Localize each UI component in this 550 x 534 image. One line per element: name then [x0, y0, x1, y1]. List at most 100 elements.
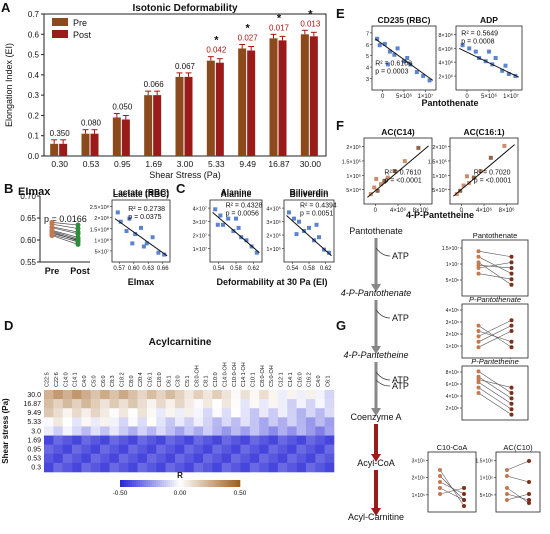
- pathway-step: Acyl-CoA: [357, 458, 395, 468]
- mini-y-tick-label: 2×10⁵: [446, 332, 459, 338]
- heatmap-cell: [165, 453, 176, 464]
- heatmap-cell: [128, 417, 138, 427]
- y-tick-label: 1.5×10⁵: [342, 158, 361, 165]
- scatter-point: [141, 244, 146, 249]
- heatmap-cell: [277, 435, 288, 445]
- heatmap-cell: [249, 444, 260, 455]
- mini-paired-line: [478, 381, 512, 405]
- bar-pre: [238, 48, 247, 156]
- scatter-point: [503, 63, 508, 68]
- scatter-title: AC(C14): [381, 127, 415, 137]
- heatmap-col-label: C16:2: [307, 372, 313, 387]
- heatmap-cell: [90, 399, 101, 409]
- heatmap-cell: [44, 453, 54, 464]
- heatmap-cell: [249, 462, 260, 473]
- atp-branch: [375, 247, 391, 257]
- heatmap-cell: [81, 444, 92, 455]
- significance-star: *: [214, 35, 219, 47]
- x-tick-label: 8×10⁶: [413, 207, 430, 214]
- colorbar-segment: [238, 480, 241, 487]
- heatmap-row-label: 16.87: [23, 401, 41, 408]
- y-tick-label: 1×10⁵: [432, 173, 447, 180]
- mini-post-point: [509, 345, 514, 350]
- heatmap-col-label: C6:1: [325, 375, 331, 387]
- heatmap-cell: [146, 390, 157, 400]
- heatmap-cell: [240, 462, 251, 473]
- heatmap-cell: [193, 417, 204, 427]
- heatmap-cell: [212, 435, 223, 445]
- colorbar-segment: [204, 480, 207, 487]
- heatmap-cell: [231, 444, 241, 455]
- colorbar-segment: [212, 480, 215, 487]
- scatter-point: [287, 210, 291, 215]
- heatmap-cell: [44, 399, 54, 409]
- fit-line: [114, 218, 168, 257]
- post-point: [75, 226, 81, 232]
- heatmap-cell: [324, 435, 335, 445]
- scatter-point: [118, 219, 123, 224]
- heatmap-cell: [240, 426, 251, 436]
- heatmap-cell: [212, 399, 223, 409]
- bar-post: [309, 36, 318, 156]
- heatmap-cell: [100, 417, 110, 427]
- heatmap-cell: [259, 453, 269, 464]
- x-tick-label: 0: [465, 94, 469, 100]
- heatmap-cell: [315, 435, 325, 445]
- colorbar-segment: [202, 480, 205, 487]
- scatter-point: [133, 232, 138, 237]
- bar-pre: [81, 133, 90, 156]
- mini-pre-point: [438, 474, 442, 478]
- scatter-point: [294, 232, 299, 237]
- bar-post: [184, 76, 193, 156]
- heatmap-cell: [287, 390, 297, 400]
- y-tick-label: 3×10⁵: [266, 219, 281, 226]
- mini-pre-point: [476, 323, 481, 328]
- heatmap-cell: [221, 417, 232, 427]
- mini-chart-frame: [461, 303, 529, 359]
- pathway-step: Acyl-Carnitine: [348, 512, 404, 522]
- mini-paired-line: [478, 330, 512, 348]
- scatter-title: Lactate (RBC): [113, 189, 169, 199]
- scatter-point: [465, 174, 469, 179]
- paired-p-value: p = 0.0166: [44, 214, 87, 224]
- p-value-label: 0.066: [144, 80, 165, 89]
- colorbar-segment: [218, 480, 221, 487]
- heatmap-cell: [277, 462, 288, 473]
- mini-paired-line: [478, 387, 512, 410]
- heatmap-cell: [137, 390, 148, 400]
- mini-pre-point: [505, 492, 509, 496]
- colorbar-segment: [174, 480, 177, 487]
- mini-post-point: [509, 260, 514, 265]
- mini-post-point: [509, 254, 514, 259]
- heatmap-cell: [184, 390, 194, 400]
- colorbar-segment: [188, 480, 191, 487]
- colorbar-segment: [164, 480, 167, 487]
- heatmap-cell: [259, 426, 269, 436]
- heatmap-cell: [268, 390, 279, 400]
- y-tick-label: 7: [366, 31, 369, 37]
- heatmap-cell: [324, 444, 335, 455]
- colorbar-segment: [224, 480, 227, 487]
- heatmap-cell: [203, 453, 213, 464]
- panel-a-letter: A: [1, 0, 11, 15]
- heatmap-cell: [128, 462, 138, 473]
- mini-post-point: [509, 407, 514, 412]
- post-point: [75, 222, 81, 228]
- colorbar-segment: [162, 480, 165, 487]
- fit-line: [212, 212, 260, 254]
- heatmap-cell: [109, 453, 120, 464]
- heatmap-cell: [53, 462, 64, 473]
- heatmap-cell: [231, 435, 241, 445]
- heatmap-cell: [109, 444, 120, 455]
- colorbar-segment: [146, 480, 149, 487]
- heatmap-cell: [277, 453, 288, 464]
- heatmap-col-label: C10:0-OH: [232, 362, 238, 387]
- heatmap-cell: [128, 435, 138, 445]
- mini-paired-line: [478, 325, 512, 348]
- heatmap-col-label: C8:0: [129, 375, 135, 387]
- pathway-arrow-head: [371, 508, 381, 516]
- paired-line: [51, 223, 79, 229]
- scatter-point: [379, 182, 383, 187]
- heatmap-cell: [184, 462, 194, 473]
- heatmap-cell: [156, 453, 166, 464]
